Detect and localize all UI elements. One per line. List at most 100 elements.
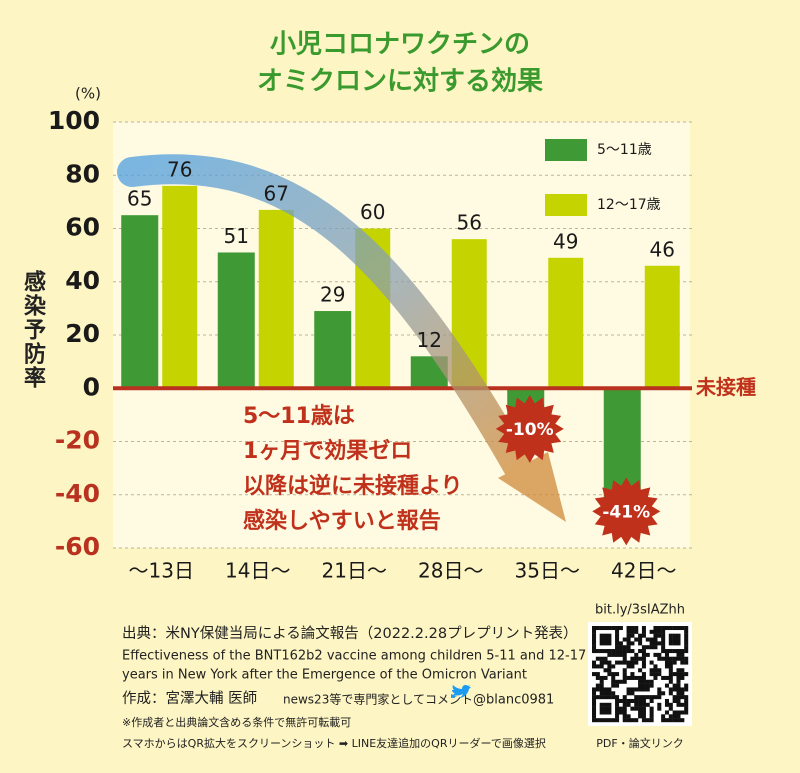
y-tick-label: 60 [65, 213, 100, 242]
qr-module [603, 637, 608, 642]
paper-title: years in New York after the Emergence of… [122, 668, 527, 683]
qr-module [645, 718, 650, 723]
qr-module [680, 718, 685, 723]
x-tick-label: 28日〜 [418, 559, 483, 583]
qr-module [622, 710, 627, 715]
qr-module [618, 710, 623, 715]
qr-module [607, 652, 612, 657]
qr-module [684, 683, 689, 688]
author-note: news23等で専門家としてコメント [283, 692, 473, 707]
qr-module [684, 626, 689, 631]
starburst [592, 477, 661, 546]
qr-module [676, 683, 681, 688]
qr-module [664, 626, 669, 631]
qr-module [603, 718, 608, 723]
bar [603, 388, 641, 498]
qr-module [611, 695, 616, 700]
qr-module [622, 702, 627, 707]
value-label: 60 [360, 200, 385, 224]
qr-module [607, 668, 612, 673]
value-label: 29 [320, 283, 345, 307]
qr-module [615, 660, 620, 665]
qr-module [615, 672, 620, 677]
qr-module [595, 672, 600, 677]
qr-module [649, 718, 654, 723]
qr-module [653, 626, 658, 631]
qr-module [615, 702, 620, 707]
qr-module [661, 656, 666, 661]
qr-module [630, 626, 635, 631]
qr-module [638, 706, 643, 711]
qr-module [615, 652, 620, 657]
qr-module [615, 679, 620, 684]
qr-module [630, 660, 635, 665]
qr-module [592, 702, 597, 707]
qr-module [668, 641, 673, 646]
qr-module [638, 668, 643, 673]
qr-module [657, 629, 662, 634]
qr-module [603, 626, 608, 631]
qr-module [672, 695, 677, 700]
bar [314, 311, 352, 389]
qr-module [664, 649, 669, 654]
qr-module [607, 641, 612, 646]
qr-module [634, 687, 639, 692]
qr-module [649, 660, 654, 665]
qr-module [607, 710, 612, 715]
qr-module [649, 695, 654, 700]
qr-module [680, 668, 685, 673]
qr-module [634, 656, 639, 661]
qr-module [653, 675, 658, 680]
qr-module [664, 652, 669, 657]
qr-module [634, 706, 639, 711]
qr-module [641, 683, 646, 688]
qr-module [653, 645, 658, 650]
y-tick-label: 40 [65, 266, 100, 295]
qr-module [607, 649, 612, 654]
qr-module [676, 718, 681, 723]
qr-module [649, 714, 654, 719]
qr-module [653, 629, 658, 634]
qr-module [661, 714, 666, 719]
qr-module [626, 629, 631, 634]
qr-module [634, 698, 639, 703]
qr-module [641, 649, 646, 654]
qr-module [611, 672, 616, 677]
qr-module [595, 683, 600, 688]
x-tick-label: 21日〜 [322, 559, 387, 583]
qr-module [626, 718, 631, 723]
twitter-icon [451, 685, 471, 698]
qr-module [634, 626, 639, 631]
qr-module [684, 706, 689, 711]
qr-module [592, 695, 597, 700]
qr-module [661, 633, 666, 638]
qr-module [641, 718, 646, 723]
qr-module [622, 656, 627, 661]
qr-module [607, 672, 612, 677]
qr-module [599, 687, 604, 692]
qr-module [638, 637, 643, 642]
qr-module [657, 641, 662, 646]
qr-module [638, 649, 643, 654]
qr-module [615, 629, 620, 634]
qr-module [634, 718, 639, 723]
value-label: 67 [264, 181, 289, 205]
qr-module [668, 637, 673, 642]
qr-module [641, 679, 646, 684]
qr-module [626, 702, 631, 707]
qr-module [672, 637, 677, 642]
qr-module [641, 675, 646, 680]
value-label: 76 [167, 157, 192, 181]
qr-module [626, 626, 631, 631]
qr-module [603, 675, 608, 680]
qr-module [680, 660, 685, 665]
qr-module [649, 679, 654, 684]
qr-module [684, 660, 689, 665]
qr-module [611, 652, 616, 657]
qr-module [641, 656, 646, 661]
qr-module [676, 675, 681, 680]
qr-module [641, 633, 646, 638]
qr-module [661, 629, 666, 634]
qr-module [680, 675, 685, 680]
qr-module [615, 645, 620, 650]
